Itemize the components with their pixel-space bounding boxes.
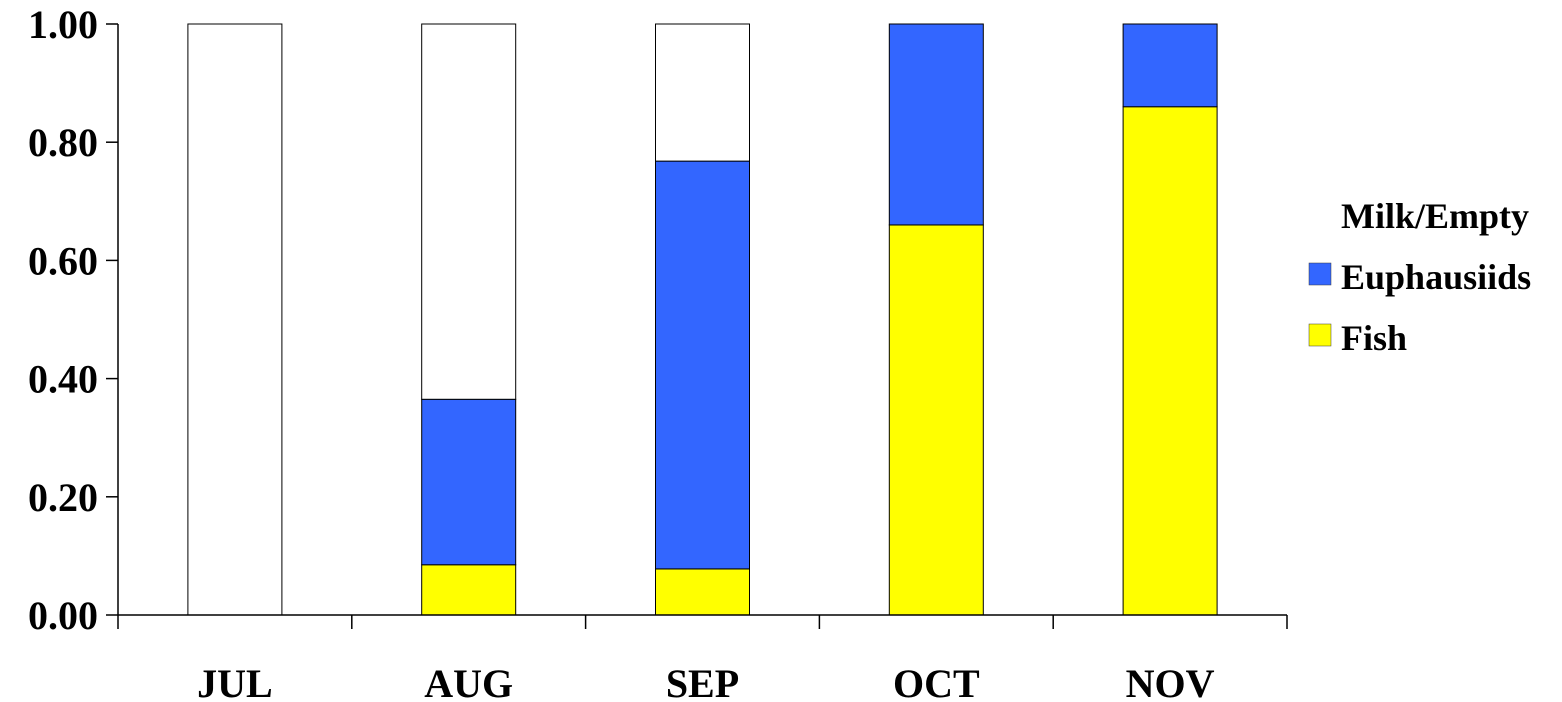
y-tick-label: 0.00 bbox=[28, 593, 98, 638]
legend-swatch-euphausiids bbox=[1308, 262, 1332, 286]
y-tick-label: 0.40 bbox=[28, 357, 98, 402]
legend-label-milk-empty: Milk/Empty bbox=[1341, 196, 1529, 236]
bar-segment-euphausiids-oct bbox=[888, 23, 984, 226]
legend-swatch-fish bbox=[1308, 323, 1332, 347]
y-tick-label: 0.60 bbox=[28, 238, 98, 283]
y-tick-label: 0.20 bbox=[28, 475, 98, 520]
x-tick-label: JUL bbox=[197, 661, 273, 702]
bar-segment-milk-empty-aug bbox=[421, 23, 517, 400]
x-tick-label: OCT bbox=[893, 661, 980, 702]
axes-group bbox=[117, 24, 1287, 616]
y-ticks-group: 0.00 0.20 0.40 0.60 0.80 1.00 bbox=[28, 2, 118, 638]
x-tick-label: NOV bbox=[1126, 661, 1215, 702]
x-tick-label: SEP bbox=[666, 661, 739, 702]
legend: Milk/Empty Euphausiids Fish bbox=[1308, 196, 1531, 358]
bar-segment-milk-empty-jul bbox=[187, 23, 283, 616]
bars-group bbox=[187, 23, 1218, 616]
bar-segment-euphausiids-nov bbox=[1122, 23, 1218, 108]
y-tick-label: 0.80 bbox=[28, 120, 98, 165]
legend-swatch-milk-empty bbox=[1309, 202, 1331, 224]
x-ticks-group: JUL AUG SEP OCT NOV bbox=[117, 615, 1288, 702]
x-tick-label: AUG bbox=[424, 661, 513, 702]
bar-segment-fish-nov bbox=[1122, 106, 1218, 616]
bar-segment-euphausiids-aug bbox=[421, 398, 517, 566]
legend-label-fish: Fish bbox=[1341, 318, 1407, 358]
bar-segment-milk-empty-sep bbox=[655, 23, 750, 162]
y-tick-label: 1.00 bbox=[28, 2, 98, 47]
legend-label-euphausiids: Euphausiids bbox=[1341, 257, 1531, 297]
bar-segment-fish-oct bbox=[888, 224, 984, 616]
bar-segment-euphausiids-sep bbox=[655, 160, 750, 570]
bar-segment-fish-sep bbox=[655, 568, 750, 616]
bar-segment-fish-aug bbox=[421, 564, 517, 616]
